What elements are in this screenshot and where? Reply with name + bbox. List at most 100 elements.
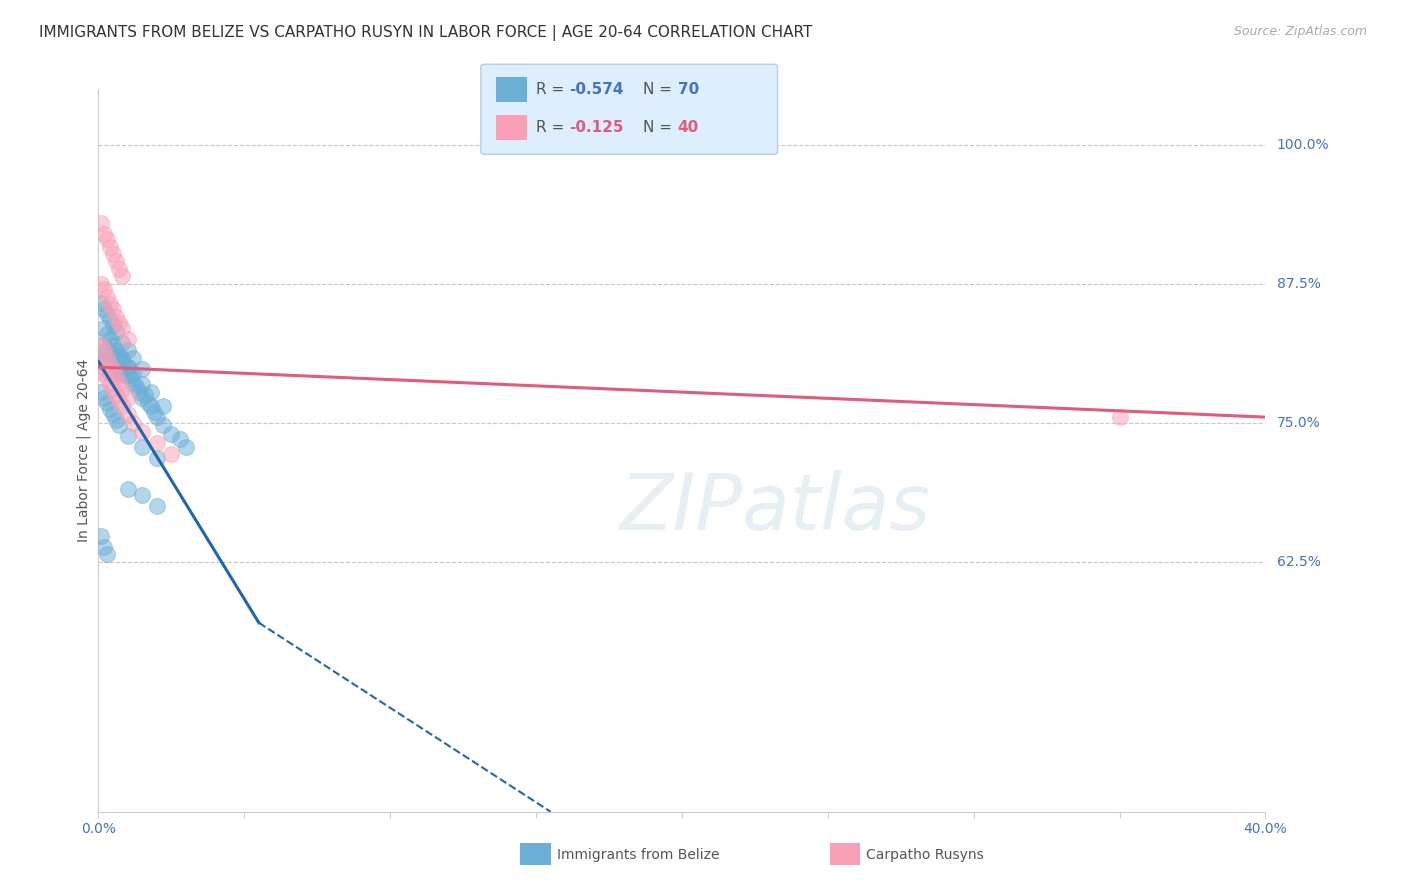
Text: 75.0%: 75.0% (1277, 416, 1320, 430)
Point (108, 417, 131, 432)
Point (90, 529, 112, 543)
Point (117, 332, 139, 346)
Point (117, 483, 139, 497)
Point (131, 425, 153, 439)
Point (90, 338, 112, 352)
Text: -0.574: -0.574 (569, 82, 624, 96)
Text: Immigrants from Belize: Immigrants from Belize (557, 847, 720, 862)
Point (108, 349, 131, 363)
Point (104, 388, 127, 402)
Point (108, 316, 131, 330)
Text: R =: R = (536, 120, 569, 135)
Point (128, 384, 150, 399)
Point (90, 384, 112, 399)
Point (117, 391, 139, 405)
Point (101, 382, 124, 396)
Point (108, 376, 131, 390)
Point (104, 413, 127, 427)
Point (117, 360, 139, 375)
Point (93, 540, 115, 554)
Point (111, 382, 134, 396)
Point (125, 379, 148, 393)
Text: N =: N = (643, 120, 676, 135)
Point (101, 407, 124, 421)
Point (90, 277, 112, 291)
Point (111, 335, 134, 350)
Point (101, 246, 124, 260)
Point (152, 417, 174, 432)
Point (90, 360, 112, 375)
Point (96, 307, 118, 321)
Point (96, 343, 118, 358)
Point (98, 366, 121, 380)
Text: 100.0%: 100.0% (1277, 137, 1329, 152)
Point (120, 371, 142, 385)
Point (152, 399, 174, 413)
Point (108, 393, 131, 408)
Point (96, 371, 118, 385)
Point (146, 499, 169, 513)
Point (101, 360, 124, 375)
Point (101, 338, 124, 352)
Point (104, 369, 127, 384)
Point (111, 268, 134, 283)
Point (1108, 410, 1130, 425)
Point (93, 338, 115, 352)
Point (131, 362, 153, 376)
Point (93, 349, 115, 363)
Point (160, 426, 183, 441)
Point (122, 376, 145, 391)
Point (122, 351, 145, 366)
Point (98, 351, 121, 366)
Point (96, 351, 118, 366)
Point (117, 407, 139, 421)
Point (117, 429, 139, 443)
Point (108, 351, 131, 366)
Text: N =: N = (643, 82, 676, 96)
Point (93, 302, 115, 317)
Point (96, 547, 118, 561)
Point (93, 366, 115, 380)
Point (104, 357, 127, 371)
Point (98, 376, 121, 391)
Point (96, 290, 118, 304)
Point (108, 262, 131, 277)
Text: R =: R = (536, 82, 569, 96)
Point (96, 232, 118, 246)
Point (98, 240, 121, 254)
Point (108, 362, 131, 376)
Point (101, 302, 124, 317)
Text: 70: 70 (678, 82, 699, 96)
Text: Carpatho Rusyns: Carpatho Rusyns (866, 847, 984, 862)
Point (174, 440, 197, 454)
Point (101, 318, 124, 332)
Point (98, 332, 121, 346)
Point (117, 369, 139, 384)
Point (146, 435, 169, 450)
Point (104, 325, 127, 339)
Point (117, 343, 139, 358)
Point (101, 363, 124, 377)
Point (90, 354, 112, 368)
Point (98, 297, 121, 311)
Point (93, 282, 115, 296)
Point (131, 440, 153, 454)
Point (117, 360, 139, 375)
Text: -0.125: -0.125 (569, 120, 624, 135)
Point (90, 216, 112, 230)
Text: Source: ZipAtlas.com: Source: ZipAtlas.com (1233, 25, 1367, 38)
Point (139, 399, 162, 413)
Text: 87.5%: 87.5% (1277, 277, 1320, 291)
Point (101, 347, 124, 361)
Point (134, 388, 156, 402)
Point (122, 416, 145, 430)
Point (146, 451, 169, 466)
Point (142, 404, 165, 418)
Point (104, 310, 127, 324)
Point (96, 395, 118, 409)
Point (122, 366, 145, 380)
Point (104, 254, 127, 268)
Point (96, 360, 118, 375)
Point (90, 295, 112, 310)
Point (93, 343, 115, 358)
